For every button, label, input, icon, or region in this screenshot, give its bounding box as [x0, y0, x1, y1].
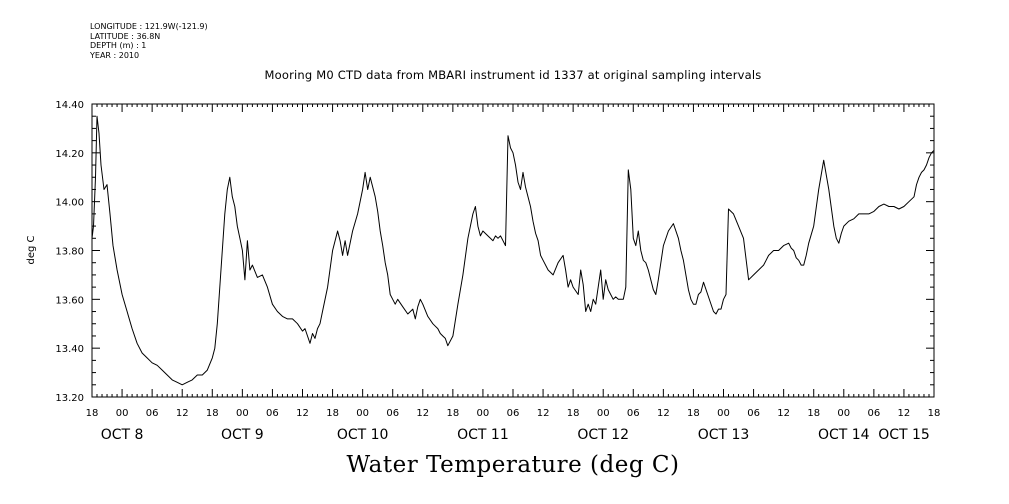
x-hour-label: 00: [597, 408, 610, 419]
year-label: YEAR : 2010: [90, 50, 140, 60]
x-hour-label: 06: [266, 408, 279, 419]
x-date-label: OCT 10: [337, 427, 389, 443]
x-hour-label: 18: [326, 408, 339, 419]
x-hour-label: 00: [116, 408, 129, 419]
metadata-block: LONGITUDE : 121.9W(-121.9) LATITUDE : 36…: [90, 22, 208, 60]
x-date-label: OCT 14: [818, 427, 870, 443]
x-hour-label: 00: [356, 408, 369, 419]
axis-labels: 13.20 13.40 13.60 13.80 14.00 14.20 14.40 18 00 0…: [55, 100, 940, 443]
y-tick-label: 14.40: [55, 100, 84, 111]
x-hour-label: 18: [446, 408, 459, 419]
x-hour-label: 12: [537, 408, 550, 419]
y-tick-label: 13.40: [55, 344, 84, 355]
x-hour-label: 18: [687, 408, 700, 419]
x-hour-label: 06: [146, 408, 159, 419]
x-hour-label: 06: [386, 408, 399, 419]
x-hour-label: 12: [296, 408, 309, 419]
axis-ticks: [91, 103, 935, 398]
x-hour-label: 06: [627, 408, 640, 419]
x-hour-label: 12: [416, 408, 429, 419]
x-hour-label: 06: [867, 408, 880, 419]
x-hour-label: 12: [777, 408, 790, 419]
x-hour-label: 12: [176, 408, 189, 419]
x-date-label: OCT 8: [101, 427, 144, 443]
longitude-label: LONGITUDE : 121.9W(-121.9): [90, 22, 208, 31]
y-tick-label: 13.20: [55, 393, 84, 404]
x-date-label: OCT 9: [221, 427, 264, 443]
x-hour-label: 12: [898, 408, 911, 419]
x-hour-label: 06: [507, 408, 520, 419]
series-layer: [91, 115, 935, 386]
x-date-label: OCT 12: [577, 427, 629, 443]
x-hour-label: 12: [657, 408, 670, 419]
x-hour-label: 18: [807, 408, 820, 419]
bottom-title: Water Temperature (deg C): [346, 452, 680, 478]
x-date-label: OCT 11: [457, 427, 509, 443]
x-hour-label: 00: [837, 408, 850, 419]
x-date-label: OCT 15: [878, 427, 930, 443]
series-line: [91, 115, 935, 386]
y-tick-label: 14.00: [55, 198, 84, 209]
y-tick-label: 13.80: [55, 247, 84, 258]
x-hour-label: 18: [206, 408, 219, 419]
chart-title: Mooring M0 CTD data from MBARI instrumen…: [264, 68, 762, 82]
x-hour-label: 00: [717, 408, 730, 419]
x-hour-label: 18: [86, 408, 99, 419]
x-hour-label: 00: [477, 408, 490, 419]
x-hour-label: 06: [747, 408, 760, 419]
depth-label: DEPTH (m) : 1: [90, 41, 147, 50]
latitude-label: LATITUDE : 36.8N: [90, 31, 161, 41]
y-tick-label: 13.60: [55, 295, 84, 306]
y-axis-label: deg C: [26, 235, 37, 264]
y-tick-label: 14.20: [55, 149, 84, 160]
x-hour-label: 18: [928, 408, 941, 419]
x-hour-label: 00: [236, 408, 249, 419]
x-date-label: OCT 13: [698, 427, 750, 443]
x-hour-label: 18: [567, 408, 580, 419]
